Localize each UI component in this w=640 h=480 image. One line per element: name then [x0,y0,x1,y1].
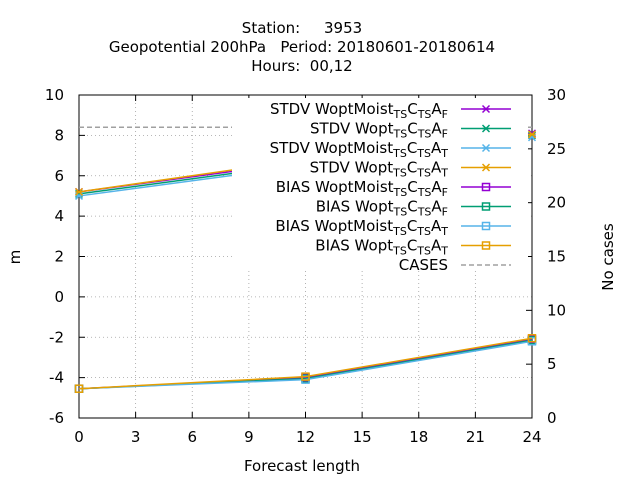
legend-label: STDV WoptTSCTSAF [310,120,448,141]
y-tick-label: -2 [49,328,64,346]
legend-label: BIAS WoptMoistTSCTSAT [275,217,448,238]
square-marker [481,202,491,211]
y-tick-label: 4 [54,207,64,225]
x-axis-label: Forecast length [244,457,360,475]
x-tick-label: 21 [466,428,485,446]
square-marker [481,221,491,231]
legend-label: STDV WoptMoistTSCTSAT [270,139,449,160]
x-tick-label: 0 [74,428,84,446]
legend-label: BIAS WoptTSCTSAF [316,198,448,219]
x-tick-label: 15 [353,428,372,446]
x-tick-label: 9 [244,428,254,446]
y2-tick-label: 15 [547,248,566,266]
y-axis-label: m [6,250,24,265]
legend-label: BIAS WoptMoistTSCTSAF [276,178,448,199]
square-marker [481,182,491,192]
y-tick-label: 6 [54,167,64,185]
legend-label: STDV WoptMoistTSCTSAF [270,100,448,121]
legend-label: STDV WoptTSCTSAT [310,159,449,180]
series-6 [74,337,537,393]
y2-tick-label: 20 [547,194,566,212]
title-line: Geopotential 200hPa Period: 20180601-201… [109,38,495,56]
y2-tick-label: 25 [547,140,566,158]
x-tick-labels: 0 3 6 9 12 15 18 21 24 [74,428,541,446]
y-tick-label: 2 [54,248,64,266]
series-line [78,337,533,390]
y-tick-label: 8 [54,126,64,144]
y2-tick-label: 30 [547,86,566,104]
legend-label: BIAS WoptTSCTSAT [315,237,448,258]
square-marker [481,241,491,250]
series-7 [74,334,537,393]
x-tick-label: 3 [131,428,141,446]
y2-tick-label: 0 [547,409,557,427]
y-tick-label: -6 [49,409,64,427]
x-tick-label: 18 [409,428,428,446]
x-tick-label: 12 [296,428,315,446]
legend-label: CASES [399,256,448,274]
y-tick-label: 0 [54,288,64,306]
title-line: Hours: 00,12 [251,57,352,75]
legend-background [232,98,528,270]
y2-axis-label: No cases [599,223,617,291]
y-tick-labels: -6 -4 -2 0 2 4 6 8 10 [45,86,64,427]
y2-tick-labels: 0 5 10 15 20 25 30 [547,86,566,427]
title-line: Station: 3953 [242,19,362,37]
x-tick-label: 6 [187,428,197,446]
square-marker [301,372,310,381]
square-marker [527,334,537,343]
y2-tick-label: 5 [547,355,557,373]
x-tick-label: 24 [522,428,541,446]
y-tick-label: -4 [49,369,64,387]
square-marker [74,384,84,393]
y-tick-label: 10 [45,86,64,104]
y2-tick-label: 10 [547,301,566,319]
